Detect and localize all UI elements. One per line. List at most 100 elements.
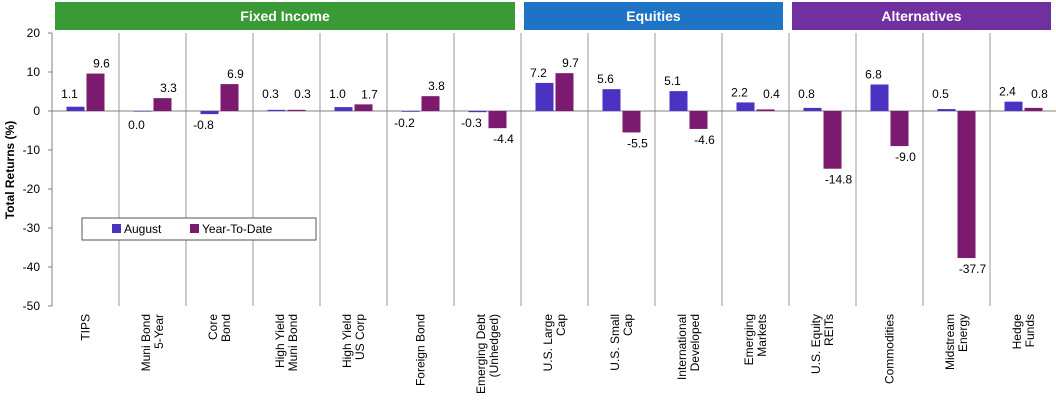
data-label-ytd-2: 6.9	[227, 67, 244, 81]
data-label-august-14: 2.4	[999, 85, 1016, 99]
bar-ytd-8	[622, 111, 641, 133]
bar-ytd-2	[220, 84, 239, 111]
data-label-ytd-6: -4.4	[493, 132, 514, 146]
category-label-13: MidstreamEnergy	[943, 314, 970, 370]
data-label-ytd-5: 3.8	[428, 79, 445, 93]
y-tick-label-2: 0	[33, 104, 40, 118]
bar-august-5	[401, 111, 420, 112]
data-label-august-2: -0.8	[193, 118, 214, 132]
bar-august-7	[535, 82, 554, 111]
bar-ytd-12	[890, 111, 909, 147]
data-label-ytd-3: 0.3	[294, 87, 311, 101]
data-label-august-10: 2.2	[731, 85, 748, 99]
data-label-august-9: 5.1	[664, 74, 681, 88]
legend-swatch-0	[112, 224, 121, 233]
data-label-ytd-1: 3.3	[160, 81, 177, 95]
bar-ytd-3	[287, 109, 306, 111]
data-label-august-0: 1.1	[61, 87, 78, 101]
data-label-ytd-12: -9.0	[895, 150, 916, 164]
legend-label-0: August	[124, 222, 162, 236]
bar-august-3	[267, 109, 286, 111]
data-label-august-12: 6.8	[865, 67, 882, 81]
data-label-ytd-10: 0.4	[763, 87, 780, 101]
legend-label-1: Year-To-Date	[202, 222, 273, 236]
category-label-3: High YieldMuni Bond	[273, 314, 300, 371]
bar-ytd-13	[957, 111, 976, 259]
bar-ytd-9	[689, 111, 708, 129]
y-axis: 20 10 0 -10 -20 -30 -40 -50	[23, 26, 1056, 313]
data-label-ytd-14: 0.8	[1031, 87, 1048, 101]
bars	[66, 73, 1043, 259]
bar-ytd-7	[555, 73, 574, 111]
bar-august-12	[870, 84, 889, 111]
category-labels: TIPS Muni Bond5-Year CoreBond High YieldMun…	[79, 313, 1038, 394]
data-label-ytd-0: 9.6	[93, 57, 110, 71]
group-banner-1	[524, 2, 783, 30]
category-label-6: Emerging Debt(Unhedged)	[474, 313, 501, 394]
category-label-10: EmergingMarkets	[742, 314, 769, 365]
group-banner-label-1: Equities	[626, 8, 681, 24]
y-tick-label-1: 10	[27, 65, 41, 79]
data-label-august-13: 0.5	[932, 87, 949, 101]
category-label-12: Commodities	[883, 314, 897, 384]
category-label-8: U.S. SmallCap	[608, 314, 635, 371]
legend: August Year-To-Date	[81, 217, 317, 241]
y-tick-label-5: -30	[23, 221, 41, 235]
bar-august-9	[669, 91, 688, 111]
bar-august-6	[468, 111, 487, 113]
group-banner-0	[55, 2, 515, 30]
bar-august-10	[736, 102, 755, 111]
data-label-august-3: 0.3	[262, 87, 279, 101]
data-label-ytd-7: 9.7	[562, 56, 579, 70]
data-label-august-1: 0.0	[128, 118, 145, 132]
data-label-ytd-8: -5.5	[627, 136, 648, 150]
bar-ytd-0	[86, 73, 105, 111]
data-label-ytd-4: 1.7	[361, 87, 378, 101]
category-dividers	[118, 33, 991, 306]
group-banners: Fixed Income Equities Alternatives	[55, 2, 1051, 30]
bar-august-1	[133, 111, 152, 112]
bar-ytd-11	[823, 111, 842, 169]
bar-ytd-6	[488, 111, 507, 129]
bar-august-8	[602, 89, 621, 111]
bar-ytd-14	[1024, 107, 1043, 111]
bar-august-4	[334, 107, 353, 111]
y-tick-label-7: -50	[23, 299, 41, 313]
data-label-august-7: 7.2	[530, 66, 547, 80]
bar-ytd-4	[354, 104, 373, 111]
data-label-ytd-13: -37.7	[959, 262, 987, 276]
y-tick-label-0: 20	[27, 26, 41, 40]
data-label-august-4: 1.0	[329, 87, 346, 101]
group-banner-label-0: Fixed Income	[240, 8, 330, 24]
data-label-august-8: 5.6	[597, 72, 614, 86]
data-label-august-6: -0.3	[461, 116, 482, 130]
bar-ytd-5	[421, 96, 440, 111]
category-label-2: CoreBond	[206, 314, 233, 342]
bar-august-2	[200, 111, 219, 115]
category-label-9: InternationalDeveloped	[675, 314, 702, 380]
y-tick-label-3: -10	[23, 143, 41, 157]
data-label-ytd-11: -14.8	[825, 173, 853, 187]
bar-august-13	[937, 109, 956, 111]
category-label-1: Muni Bond5-Year	[139, 314, 166, 371]
data-labels: 1.1 0.0 -0.8 0.3 1.0 -0.2 -0.3 7.2 5.6 5.1 2.2 0.8 6…	[61, 56, 1048, 276]
y-tick-label-6: -40	[23, 260, 41, 274]
category-label-14: HedgeFunds	[1010, 314, 1037, 350]
y-axis-title: Total Returns (%)	[3, 121, 17, 219]
category-label-11: U.S. EquityREITs	[809, 314, 836, 374]
data-label-august-11: 0.8	[798, 87, 815, 101]
category-label-0: TIPS	[79, 314, 93, 341]
bar-august-0	[66, 106, 85, 111]
bar-august-14	[1004, 101, 1023, 111]
bar-ytd-1	[153, 98, 172, 111]
data-label-ytd-9: -4.6	[694, 133, 715, 147]
y-tick-label-4: -20	[23, 182, 41, 196]
legend-swatch-1	[190, 224, 199, 233]
category-label-4: High YieldUS Corp	[340, 314, 367, 368]
bar-ytd-10	[756, 109, 775, 111]
group-banner-label-2: Alternatives	[881, 8, 961, 24]
category-label-5: Foreign Bond	[414, 314, 428, 386]
category-label-7: U.S. LargeCap	[541, 314, 568, 372]
group-banner-2	[792, 2, 1051, 30]
